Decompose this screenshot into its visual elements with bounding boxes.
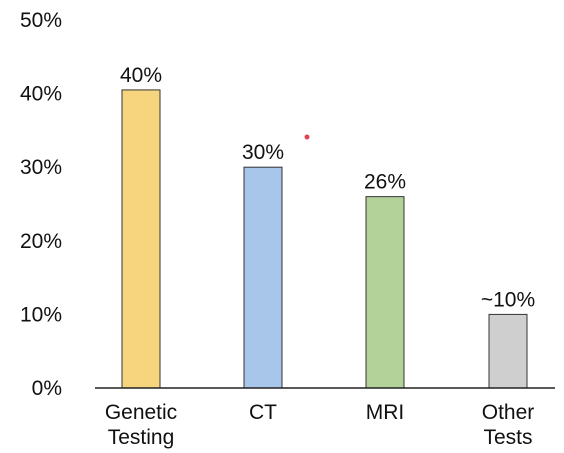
bar-mri <box>365 196 405 389</box>
y-axis: 0% 10% 20% 30% 40% 50% <box>20 9 62 400</box>
bar-ct <box>243 166 283 389</box>
data-label: 30% <box>242 141 284 164</box>
x-category-label: Genetic <box>105 401 177 424</box>
x-category-label: Other <box>482 401 535 424</box>
x-category-label: Tests <box>483 426 532 449</box>
y-tick-label: 0% <box>32 377 62 400</box>
y-tick-label: 10% <box>20 303 62 326</box>
data-label: 40% <box>120 64 162 87</box>
x-category-label: MRI <box>366 401 405 424</box>
data-label: ~10% <box>481 288 535 311</box>
bar-genetic-testing <box>121 89 161 389</box>
data-label: 26% <box>364 171 406 194</box>
bars <box>121 89 528 389</box>
red-dot-marker <box>304 134 310 140</box>
y-tick-label: 40% <box>20 83 62 106</box>
y-tick-label: 50% <box>20 9 62 32</box>
bar-other-tests <box>488 313 528 389</box>
y-tick-label: 30% <box>20 156 62 179</box>
x-category-label: CT <box>249 401 277 424</box>
y-tick-label: 20% <box>20 230 62 253</box>
x-category-label: Testing <box>108 426 175 449</box>
data-labels: 40% 30% 26% ~10% <box>120 64 535 311</box>
